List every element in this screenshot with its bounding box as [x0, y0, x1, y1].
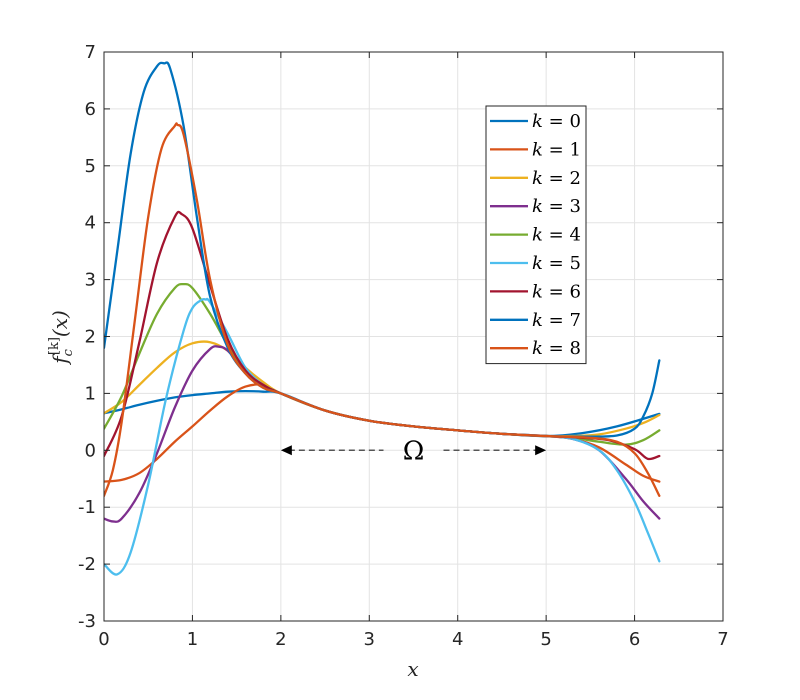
series-group — [104, 61, 661, 576]
legend-label-k2: k = 2 — [532, 168, 581, 189]
x-tick-label: 5 — [540, 629, 551, 650]
omega-annotation: Ω — [280, 436, 547, 466]
y-tick-label: -1 — [78, 497, 96, 518]
x-tick-label: 0 — [98, 629, 109, 650]
axis-ticks — [103, 51, 724, 622]
x-tick-label: 7 — [717, 629, 728, 650]
legend-label-k0: k = 0 — [532, 111, 581, 132]
y-tick-label: -3 — [78, 611, 96, 632]
legend-label-k1: k = 1 — [532, 139, 581, 160]
omega-arrowhead-right — [535, 445, 547, 456]
y-tick-label: 6 — [85, 99, 96, 120]
y-label-arg: (x) — [48, 310, 72, 337]
omega-label: Ω — [403, 436, 425, 466]
x-tick-label: 6 — [629, 629, 640, 650]
x-tick-label: 2 — [275, 629, 286, 650]
y-tick-label: 1 — [85, 383, 96, 404]
legend-label-k6: k = 6 — [532, 281, 581, 302]
y-tick-label: -2 — [78, 554, 96, 575]
legend-label-k4: k = 4 — [532, 225, 581, 246]
x-axis-label: x — [407, 657, 418, 681]
y-tick-label: 5 — [85, 156, 96, 177]
legend-label-k7: k = 7 — [532, 310, 581, 331]
series-line-k8 — [104, 122, 661, 497]
omega-arrowhead-left — [280, 445, 292, 456]
legend-label-k8: k = 8 — [532, 338, 581, 359]
tick-labels: 0 1 2 3 4 5 6 7 -3 -2 -1 0 1 2 3 4 5 6 7 — [78, 42, 729, 650]
y-tick-label: 7 — [85, 42, 96, 63]
y-tick-label: 3 — [85, 270, 96, 291]
y-label-sup: [k] — [47, 337, 62, 355]
x-tick-label: 1 — [187, 629, 198, 650]
x-tick-label: 3 — [364, 629, 375, 650]
legend: k = 0 k = 1 k = 2 k = 3 k = 4 k = 5 k = 6 k = 7… — [485, 105, 587, 365]
y-label-sub: c — [61, 348, 76, 356]
y-tick-label: 2 — [85, 327, 96, 348]
y-axis-label: fc[k](x) — [47, 310, 76, 366]
legend-label-k3: k = 3 — [532, 196, 581, 217]
legend-label-k5: k = 5 — [532, 253, 581, 274]
y-tick-label: 0 — [85, 440, 96, 461]
x-tick-label: 4 — [452, 629, 463, 650]
y-tick-label: 4 — [85, 213, 96, 234]
